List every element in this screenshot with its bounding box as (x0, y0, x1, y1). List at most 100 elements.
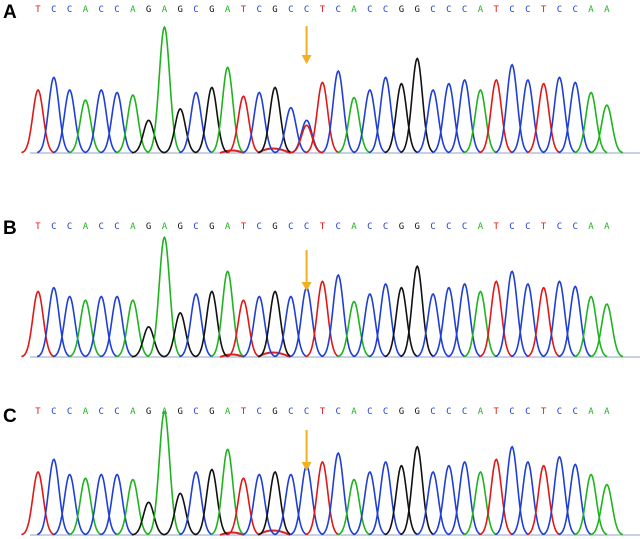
peak-25 (400, 445, 434, 536)
peak-5 (84, 473, 118, 536)
base-call-31: C (509, 5, 514, 15)
peak-13 (210, 66, 245, 154)
peak-23 (368, 460, 403, 536)
base-call-29: A (478, 407, 484, 417)
base-call-15: C (256, 5, 261, 15)
peak-11 (179, 292, 213, 358)
peak-17 (274, 295, 308, 358)
base-call-32: C (525, 5, 530, 15)
base-call-10: G (177, 5, 182, 15)
peak-34 (542, 280, 576, 358)
base-call-25: G (414, 407, 419, 417)
base-call-6: C (114, 5, 119, 15)
peak-18 (289, 286, 324, 358)
mutation-arrow-head (301, 462, 312, 471)
panel-label-b: B (3, 218, 17, 239)
base-call-21: A (351, 5, 357, 15)
base-call-11: C (193, 222, 198, 232)
peak-16 (258, 470, 292, 536)
peak-21 (337, 300, 371, 358)
peak-29 (463, 290, 497, 358)
peak-8 (131, 325, 165, 358)
base-call-11: C (193, 5, 198, 15)
base-call-27: C (446, 222, 451, 232)
base-call-22: C (367, 5, 372, 15)
base-call-37: A (604, 222, 610, 232)
base-call-10: G (177, 222, 182, 232)
peak-12 (195, 468, 229, 536)
peak-28 (447, 282, 482, 358)
peak-31 (495, 445, 529, 536)
peak-9 (147, 410, 182, 535)
panel-label-c: C (3, 406, 17, 427)
base-call-2: C (51, 407, 56, 417)
base-call-33: T (541, 407, 547, 417)
base-call-20: C (335, 5, 340, 15)
peak-35 (558, 285, 592, 358)
base-call-14: T (241, 407, 247, 417)
peak-27 (431, 286, 466, 358)
base-call-21: A (351, 407, 357, 417)
peak-34 (542, 76, 576, 154)
base-call-15: C (256, 222, 261, 232)
base-call-4: A (83, 407, 89, 417)
base-call-17: C (288, 5, 293, 15)
peak-21 (337, 478, 371, 536)
base-call-14: T (241, 222, 247, 232)
base-call-8: G (146, 407, 151, 417)
peak-25 (400, 57, 434, 154)
base-call-7: A (130, 222, 136, 232)
peak-22 (353, 470, 387, 536)
peak-15 (242, 473, 276, 536)
base-call-33: T (541, 222, 547, 232)
peak-15 (242, 91, 276, 154)
peak-23 (368, 76, 403, 154)
peak-26 (416, 292, 450, 358)
peak-35 (558, 463, 592, 536)
peak-3 (52, 88, 87, 154)
base-call-20: C (335, 407, 340, 417)
peak-6 (100, 473, 134, 536)
peak-29 (463, 88, 497, 154)
peak-22 (353, 88, 387, 154)
peak-4 (68, 477, 102, 536)
peak-8 (131, 119, 165, 154)
peak-33 (526, 82, 561, 154)
peak-7 (116, 478, 150, 536)
peak-23 (368, 282, 403, 358)
base-call-17: C (288, 407, 293, 417)
base-call-19: T (320, 407, 326, 417)
base-call-1: T (35, 5, 41, 15)
peak-17 (274, 106, 308, 154)
base-call-14: T (241, 5, 247, 15)
peak-6 (100, 295, 134, 358)
peak-7 (115, 94, 150, 154)
base-call-34: C (557, 407, 562, 417)
base-call-22: C (367, 222, 372, 232)
base-call-36: A (588, 407, 594, 417)
peak-11 (179, 91, 213, 154)
peak-3 (52, 295, 87, 358)
peak-29 (463, 470, 497, 536)
base-call-5: C (98, 222, 103, 232)
base-call-2: C (51, 222, 56, 232)
peak-6 (100, 91, 134, 154)
base-call-31: C (509, 407, 514, 417)
base-call-6: C (114, 407, 119, 417)
base-call-1: T (35, 407, 41, 417)
base-call-24: G (399, 5, 404, 15)
base-call-26: C (430, 222, 435, 232)
base-call-5: C (98, 407, 103, 417)
base-call-21: A (351, 222, 357, 232)
mutation-arrow-head (301, 55, 312, 64)
peak-1 (21, 470, 55, 536)
base-call-16: G (272, 5, 277, 15)
base-call-5: C (98, 5, 103, 15)
base-call-4: A (83, 222, 89, 232)
peak-2 (36, 286, 71, 358)
peak-10 (163, 311, 197, 358)
peak-31 (495, 270, 529, 358)
peak-20 (321, 273, 355, 358)
peak-10 (163, 492, 197, 536)
base-call-25: G (414, 5, 419, 15)
